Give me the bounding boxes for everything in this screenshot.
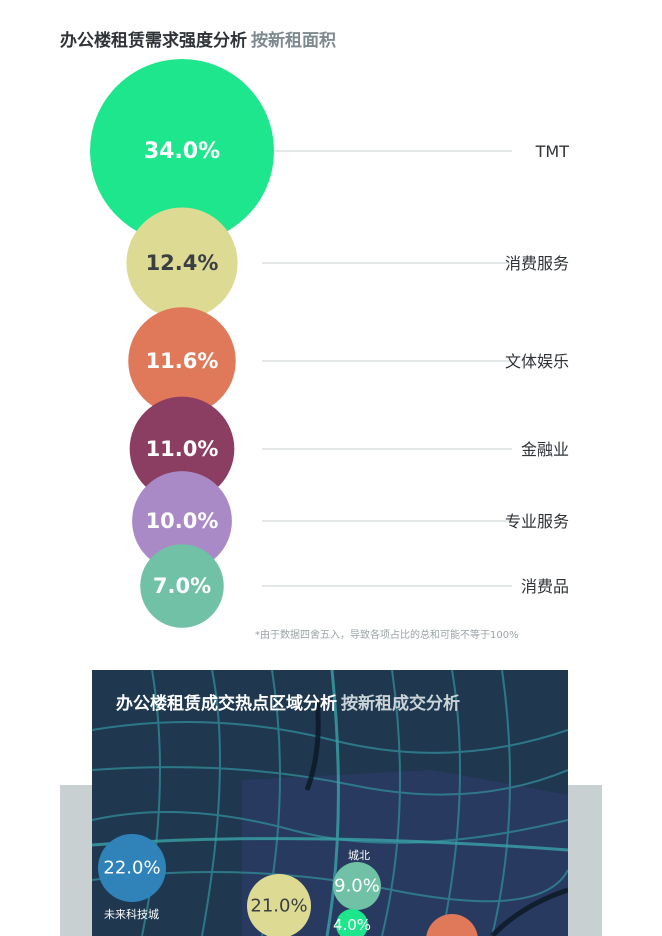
- footnote: *由于数据四舍五入，导致各项占比的总和可能不等于100%: [255, 630, 519, 641]
- bubble-1: [90, 59, 274, 243]
- bubble-value-label: 10.0%: [146, 509, 219, 533]
- bubble-chart: 34.0% TMT 12.4% 消费服务 11.6% 文体娱乐 11.0% 金融业 10.0% 专…: [90, 59, 570, 628]
- hotspot-bubble: [247, 874, 311, 936]
- hotspot-area-label: 未来科技城: [104, 908, 159, 921]
- category-label: 消费品: [521, 577, 569, 596]
- bubble-value-label: 12.4%: [146, 251, 219, 275]
- bubble-value-label: 11.6%: [146, 349, 219, 373]
- bubble-4: [129, 396, 235, 502]
- hotspot-value-label: 22.0%: [103, 857, 161, 879]
- chart-title-main: 办公楼租赁需求强度分析: [60, 31, 247, 51]
- bubble-5: [132, 471, 232, 571]
- map-frame-right: [568, 785, 602, 936]
- bubble-value-label: 34.0%: [144, 139, 220, 164]
- category-label: 消费服务: [505, 254, 569, 273]
- bubble-3: [128, 307, 236, 415]
- hotspot-value-label: 9.0%: [334, 875, 380, 897]
- map-title-main: 办公楼租赁成交热点区域分析: [116, 694, 337, 714]
- map-subtitle: 按新租成交分析: [341, 694, 460, 714]
- city-map: [92, 670, 568, 936]
- hotspot-area-label: 城北: [348, 849, 370, 862]
- category-label: 文体娱乐: [505, 352, 569, 371]
- hotspot-map-panel: 办公楼租赁成交热点区域分析 按新租成交分析 22.0% 未来科技城 21.0% 9.0%…: [92, 670, 568, 936]
- chart-title: 办公楼租赁需求强度分析 按新租面积: [60, 26, 336, 51]
- bubble-6: [140, 544, 224, 628]
- category-label: 专业服务: [505, 512, 569, 531]
- map-title: 办公楼租赁成交热点区域分析 按新租成交分析: [116, 689, 460, 714]
- hotspot-bubble: [426, 914, 478, 936]
- category-label: TMT: [535, 142, 570, 161]
- hotspot-value-label: 4.0%: [332, 916, 372, 934]
- chart-subtitle: 按新租面积: [251, 31, 336, 51]
- map-frame-left: [60, 785, 92, 936]
- bubble-2: [126, 207, 238, 319]
- category-label: 金融业: [521, 440, 569, 459]
- hotspot-bubble: [336, 909, 368, 936]
- hotspot-bubble: [333, 862, 381, 910]
- hotspot-value-label: 21.0%: [250, 895, 308, 917]
- bubble-value-label: 11.0%: [146, 437, 219, 461]
- hotspot-bubble: [98, 834, 166, 902]
- bubble-value-label: 7.0%: [153, 574, 211, 598]
